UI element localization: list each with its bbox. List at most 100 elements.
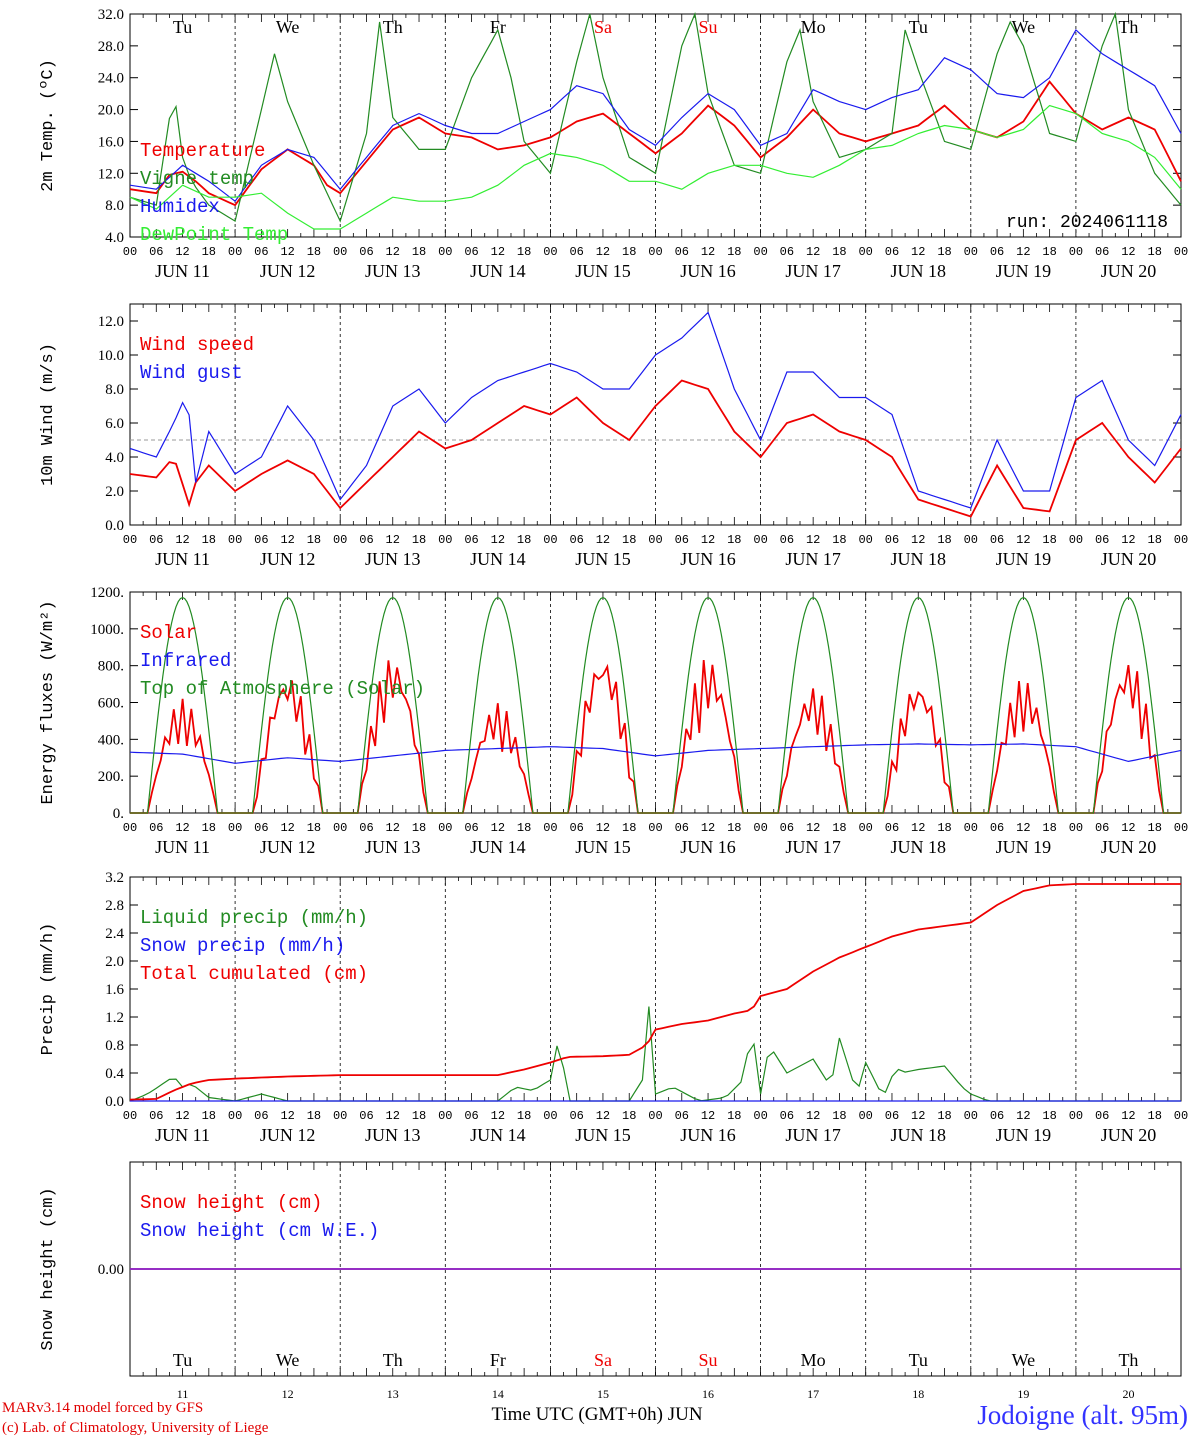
x-date-label: JUN 17 bbox=[785, 1125, 841, 1145]
x-tick-label: 06 bbox=[990, 533, 1004, 547]
x-tick-label: 06 bbox=[569, 1109, 583, 1123]
x-date-label: JUN 20 bbox=[1101, 261, 1157, 281]
day-of-week-label: Tu bbox=[173, 17, 192, 37]
day-of-week-label: Fr bbox=[490, 1350, 506, 1370]
y-tick-label: 2.0 bbox=[105, 954, 124, 970]
credit-line-2: (c) Lab. of Climatology, University of L… bbox=[2, 1420, 269, 1436]
x-tick-label: 18 bbox=[832, 821, 846, 835]
day-of-week-label: Th bbox=[1118, 17, 1138, 37]
x-tick-label: 00 bbox=[753, 533, 767, 547]
x-tick-label: 12 bbox=[596, 245, 610, 259]
x-tick-label: 00 bbox=[333, 245, 347, 259]
x-tick-label: 12 bbox=[911, 1109, 925, 1123]
x-tick-label: 00 bbox=[123, 533, 137, 547]
day-number-label: 17 bbox=[807, 1387, 819, 1401]
x-date-label: JUN 16 bbox=[680, 837, 736, 857]
x-tick-label: 00 bbox=[333, 821, 347, 835]
x-date-label: JUN 11 bbox=[155, 261, 210, 281]
x-date-label: JUN 14 bbox=[470, 837, 526, 857]
x-tick-label: 18 bbox=[727, 1109, 741, 1123]
y-tick-label: 20.0 bbox=[98, 103, 124, 119]
legend-entry: Snow height (cm W.E.) bbox=[140, 1220, 379, 1242]
day-of-week-label: Fr bbox=[490, 17, 506, 37]
x-tick-label: 18 bbox=[1148, 533, 1162, 547]
series-top-of-atmosphere-solar- bbox=[130, 596, 1181, 814]
series-dewpoint-temp bbox=[129, 104, 1182, 230]
x-tick-label: 06 bbox=[675, 1109, 689, 1123]
x-tick-label: 06 bbox=[675, 533, 689, 547]
legend-entry: DewPoint Temp bbox=[140, 224, 288, 246]
x-date-label: JUN 19 bbox=[996, 1125, 1052, 1145]
x-tick-label: 06 bbox=[149, 1109, 163, 1123]
x-date-label: JUN 11 bbox=[155, 1125, 210, 1145]
x-date-label: JUN 16 bbox=[680, 261, 736, 281]
x-tick-label: 18 bbox=[622, 533, 636, 547]
y-axis-label: 2m Temp. (ºC) bbox=[39, 59, 58, 192]
x-date-label: JUN 11 bbox=[155, 549, 210, 569]
x-tick-label: 12 bbox=[1121, 1109, 1135, 1123]
x-tick-label: 06 bbox=[254, 245, 268, 259]
y-tick-label: 2.8 bbox=[105, 898, 124, 914]
x-tick-label: 00 bbox=[543, 533, 557, 547]
x-tick-label: 06 bbox=[464, 533, 478, 547]
x-tick-label: 00 bbox=[964, 1109, 978, 1123]
legend-entry: Humidex bbox=[140, 196, 220, 218]
x-tick-label: 00 bbox=[1069, 1109, 1083, 1123]
x-tick-label: 18 bbox=[517, 1109, 531, 1123]
x-date-label: JUN 19 bbox=[996, 837, 1052, 857]
x-tick-label: 00 bbox=[858, 1109, 872, 1123]
x-tick-label: 12 bbox=[491, 821, 505, 835]
x-date-label: JUN 16 bbox=[680, 1125, 736, 1145]
y-tick-label: 24.0 bbox=[98, 71, 124, 87]
x-tick-label: 00 bbox=[964, 821, 978, 835]
x-date-label: JUN 18 bbox=[890, 1125, 946, 1145]
legend-entry: Top of Atmosphere (Solar) bbox=[140, 678, 425, 700]
day-of-week-label: Tu bbox=[909, 17, 928, 37]
x-date-label: JUN 19 bbox=[996, 261, 1052, 281]
x-tick-label: 00 bbox=[228, 821, 242, 835]
x-date-label: JUN 13 bbox=[365, 837, 421, 857]
x-tick-label: 18 bbox=[727, 821, 741, 835]
x-tick-label: 06 bbox=[780, 245, 794, 259]
x-date-label: JUN 15 bbox=[575, 1125, 631, 1145]
x-tick-label: 00 bbox=[228, 245, 242, 259]
x-tick-label: 12 bbox=[596, 821, 610, 835]
x-date-label: JUN 19 bbox=[996, 549, 1052, 569]
x-tick-label: 00 bbox=[543, 1109, 557, 1123]
x-tick-label: 12 bbox=[1016, 821, 1030, 835]
y-tick-label: 400. bbox=[98, 732, 124, 748]
x-tick-label: 18 bbox=[832, 245, 846, 259]
x-tick-label: 06 bbox=[990, 1109, 1004, 1123]
x-tick-label: 18 bbox=[202, 245, 216, 259]
series-temperature bbox=[129, 80, 1182, 207]
x-tick-label: 12 bbox=[596, 1109, 610, 1123]
legend-entry: Vigne temp bbox=[140, 168, 254, 190]
y-tick-label: 1000. bbox=[90, 622, 124, 638]
x-date-label: JUN 15 bbox=[575, 549, 631, 569]
x-tick-label: 06 bbox=[359, 1109, 373, 1123]
x-tick-label: 18 bbox=[937, 245, 951, 259]
x-tick-label: 18 bbox=[307, 1109, 321, 1123]
x-tick-label: 18 bbox=[202, 533, 216, 547]
x-tick-label: 12 bbox=[596, 533, 610, 547]
x-tick-label: 00 bbox=[858, 821, 872, 835]
y-tick-label: 4.0 bbox=[105, 450, 124, 466]
day-of-week-label: Tu bbox=[909, 1350, 928, 1370]
time-axis-title: Time UTC (GMT+0h) JUN bbox=[491, 1404, 703, 1425]
x-tick-label: 12 bbox=[175, 1109, 189, 1123]
y-tick-label: 8.0 bbox=[105, 382, 124, 398]
x-tick-label: 06 bbox=[780, 533, 794, 547]
x-tick-label: 12 bbox=[386, 1109, 400, 1123]
day-number-label: 18 bbox=[912, 1387, 924, 1401]
x-date-label: JUN 13 bbox=[365, 261, 421, 281]
x-date-label: JUN 16 bbox=[680, 549, 736, 569]
y-tick-label: 32.0 bbox=[98, 7, 124, 23]
x-tick-label: 00 bbox=[123, 821, 137, 835]
day-of-week-label: Sa bbox=[594, 1350, 612, 1370]
x-tick-label: 06 bbox=[780, 821, 794, 835]
x-tick-label: 00 bbox=[648, 1109, 662, 1123]
x-tick-label: 12 bbox=[175, 821, 189, 835]
y-tick-label: 0.00 bbox=[98, 1262, 124, 1278]
x-tick-label: 00 bbox=[1174, 533, 1188, 547]
x-tick-label: 00 bbox=[753, 245, 767, 259]
